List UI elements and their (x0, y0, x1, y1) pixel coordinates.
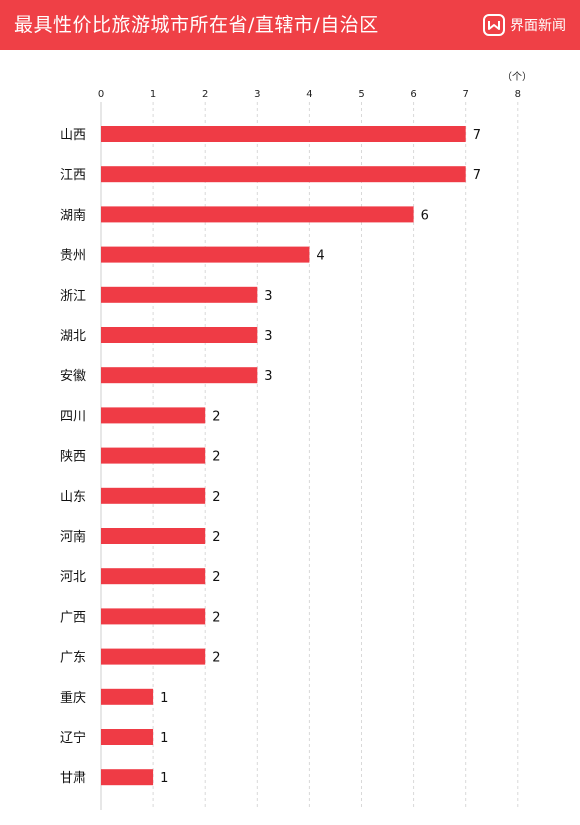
x-tick-label: 0 (98, 89, 104, 100)
bar (101, 447, 206, 464)
category-label: 陕西 (60, 450, 86, 465)
x-axis-ticks: 0 1 2 3 4 5 6 7 8 (98, 89, 521, 100)
bar (101, 246, 310, 263)
unit-label: （个） (502, 71, 532, 83)
category-label: 山东 (60, 490, 86, 505)
page-title: 最具性价比旅游城市所在省/直辖市/自治区 (14, 14, 379, 36)
value-label: 2 (212, 409, 220, 424)
category-label: 湖南 (60, 207, 86, 223)
bar (101, 206, 414, 223)
value-label: 1 (160, 691, 168, 706)
category-label: 河南 (60, 529, 86, 545)
x-tick-label: 4 (306, 89, 312, 100)
bars: 山西 7 江西 7 湖南 6 贵州 4 浙江 3 湖北 3 安徽 3 四川 2 陕西 2 山东 2 河南 2 河北 2 广西 2 广… (60, 126, 481, 786)
brand-name: 界面新闻 (510, 18, 566, 34)
category-label: 广西 (60, 610, 86, 625)
jiemian-logo-icon (483, 14, 505, 36)
x-tick-label: 6 (410, 89, 416, 100)
value-label: 7 (473, 128, 481, 143)
bar (101, 126, 466, 142)
value-label: 1 (160, 731, 168, 746)
value-label: 3 (264, 329, 272, 344)
bar (101, 608, 206, 625)
x-tick-label: 2 (202, 89, 208, 100)
header-bar: 最具性价比旅游城市所在省/直辖市/自治区 界面新闻 (0, 0, 580, 50)
category-label: 重庆 (60, 690, 86, 706)
bar (101, 648, 206, 665)
value-label: 6 (421, 208, 429, 223)
category-label: 浙江 (60, 289, 86, 304)
category-label: 安徽 (60, 369, 86, 384)
category-label: 江西 (60, 168, 86, 183)
bar (101, 568, 206, 585)
category-label: 山西 (60, 128, 86, 143)
x-tick-label: 1 (150, 89, 156, 100)
value-label: 2 (212, 651, 220, 666)
bar (101, 407, 206, 424)
category-label: 甘肃 (60, 771, 86, 786)
value-label: 4 (316, 249, 324, 264)
bar (101, 688, 154, 705)
value-label: 3 (264, 289, 272, 304)
category-label: 四川 (60, 409, 86, 424)
brand: 界面新闻 (483, 0, 566, 50)
bar (101, 729, 154, 745)
value-label: 2 (212, 610, 220, 625)
x-tick-label: 5 (358, 89, 364, 100)
category-label: 贵州 (60, 249, 86, 264)
value-label: 3 (264, 369, 272, 384)
bar (101, 367, 258, 384)
category-label: 广东 (60, 651, 86, 666)
value-label: 7 (473, 168, 481, 183)
bar (101, 166, 466, 183)
x-tick-label: 3 (254, 89, 260, 100)
bar (101, 487, 206, 504)
value-label: 2 (212, 530, 220, 545)
bar (101, 286, 258, 303)
bar (101, 327, 258, 343)
value-label: 1 (160, 771, 168, 786)
x-tick-label: 7 (463, 89, 469, 100)
category-label: 河北 (60, 570, 86, 585)
category-label: 湖北 (60, 329, 86, 344)
value-label: 2 (212, 570, 220, 585)
category-label: 辽宁 (60, 730, 86, 746)
bar-chart: （个） 0 1 2 3 4 5 6 7 8 山西 7 江西 7 湖南 6 贵州 4 浙江 3 湖北 3 安徽 3 四川 2 陕西… (60, 71, 532, 810)
value-label: 2 (212, 490, 220, 505)
value-label: 2 (212, 450, 220, 465)
bar (101, 769, 154, 786)
bar (101, 528, 206, 544)
x-tick-label: 8 (515, 89, 521, 100)
